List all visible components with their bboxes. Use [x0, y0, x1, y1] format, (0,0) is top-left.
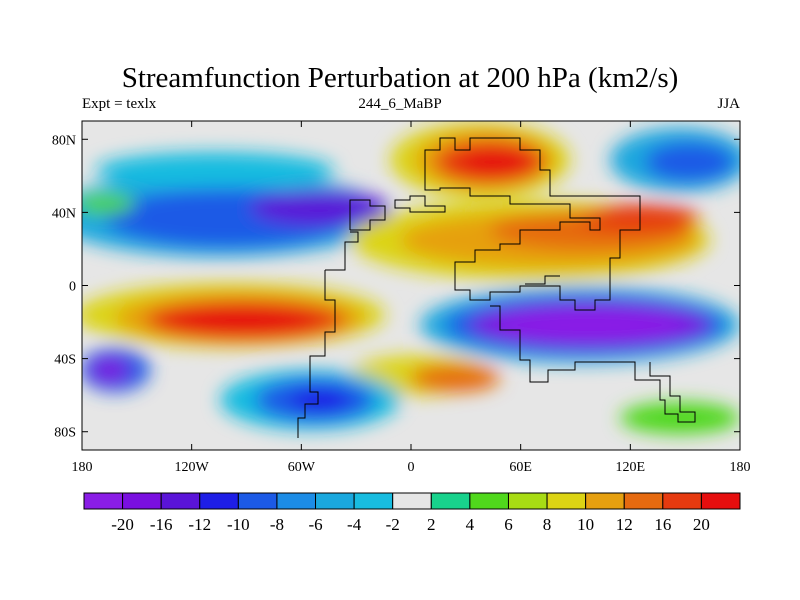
- colorbar-swatch: [546, 492, 587, 510]
- colorbar-swatch: [623, 492, 664, 510]
- longitude-axis: 180 120W 60W 0 60E 120E 180: [72, 121, 751, 475]
- colorbar-swatch: [160, 492, 201, 510]
- y-tick-label: 0: [69, 280, 76, 295]
- x-tick-label: 120E: [616, 460, 646, 475]
- colorbar-label: -2: [386, 515, 400, 534]
- colorbar-label: 12: [616, 515, 633, 534]
- x-tick-label: 0: [408, 460, 415, 475]
- contour-fill: [82, 122, 740, 434]
- colorbar-label: 6: [504, 515, 513, 534]
- colorbar-swatch: [585, 492, 625, 510]
- colorbar-label: -16: [150, 515, 173, 534]
- x-tick-label: 60W: [288, 460, 316, 475]
- x-tick-label: 60E: [509, 460, 532, 475]
- colorbar-swatch: [237, 492, 278, 510]
- y-tick-label: 80N: [52, 133, 76, 148]
- colorbar-label: -10: [227, 515, 250, 534]
- colorbar-swatch: [353, 492, 394, 510]
- continent-outlines: [297, 137, 696, 438]
- colorbar-swatch: [276, 492, 317, 510]
- colorbar-label: 20: [693, 515, 710, 534]
- colorbar-label: 4: [466, 515, 475, 534]
- colorbar-swatch: [469, 492, 509, 510]
- x-tick-label: 120W: [175, 460, 210, 475]
- experiment-label: Expt = texlx: [82, 96, 157, 112]
- y-tick-label: 40S: [54, 353, 76, 368]
- x-tick-label: 180: [72, 460, 93, 475]
- x-tick-label: 180: [730, 460, 751, 475]
- colorbar-swatch: [662, 492, 702, 510]
- colorbar-label: 2: [427, 515, 436, 534]
- colorbar-label: 8: [543, 515, 552, 534]
- colorbar-label: 16: [654, 515, 671, 534]
- map-plot-area: [81, 120, 741, 451]
- y-tick-label: 40N: [52, 206, 76, 221]
- colorbar-swatch: [83, 492, 124, 510]
- colorbar-swatch: [392, 492, 432, 510]
- case-label: 244_6_MaBP: [358, 96, 442, 112]
- colorbar-swatch: [122, 492, 162, 510]
- colorbar: -20 -16 -12 -10 -8 -6 -4 -2 2 4 6 8 10 12 16 20: [83, 492, 741, 534]
- colorbar-swatch: [430, 492, 471, 510]
- plot-title: Streamfunction Perturbation at 200 hPa (…: [121, 62, 679, 94]
- colorbar-swatch: [507, 492, 548, 510]
- colorbar-label: -12: [188, 515, 211, 534]
- latitude-axis: 80N 40N 0 40S 80S: [52, 133, 740, 441]
- colorbar-label: -6: [308, 515, 322, 534]
- y-tick-label: 80S: [54, 426, 76, 441]
- colorbar-swatch: [700, 492, 741, 510]
- colorbar-label: 10: [577, 515, 594, 534]
- colorbar-label: -4: [347, 515, 362, 534]
- colorbar-label: -8: [270, 515, 284, 534]
- season-label: JJA: [717, 96, 740, 112]
- colorbar-swatch: [199, 492, 239, 510]
- colorbar-label: -20: [111, 515, 134, 534]
- colorbar-swatch: [315, 492, 355, 510]
